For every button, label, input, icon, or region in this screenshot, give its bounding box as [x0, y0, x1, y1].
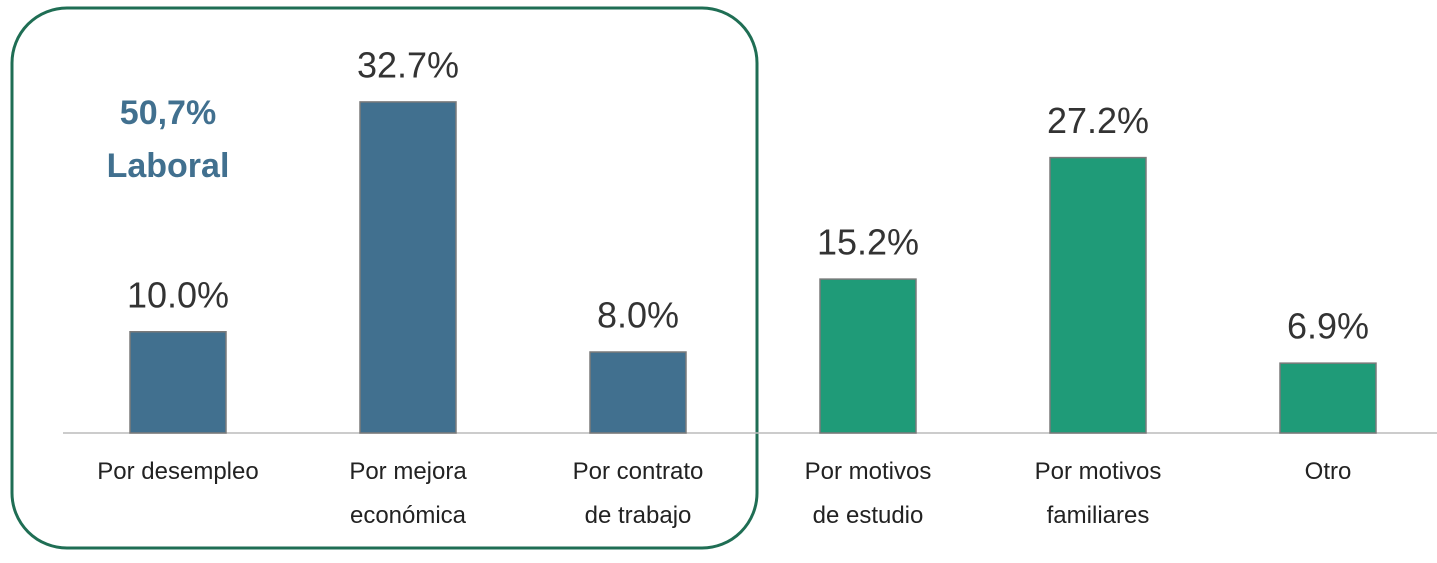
group-frame — [10, 6, 759, 550]
value-label: 15.2% — [817, 222, 919, 263]
x-tick-label: Por desempleo — [97, 458, 258, 485]
value-label: 6.9% — [1287, 306, 1369, 347]
x-tick-label-line: de estudio — [813, 502, 924, 529]
x-tick-label-line: de trabajo — [585, 502, 692, 529]
value-label: 32.7% — [357, 44, 459, 85]
bar — [819, 278, 917, 434]
x-tick-label-line: Por motivos — [1035, 458, 1162, 485]
bar — [359, 101, 457, 434]
value-label: 8.0% — [597, 295, 679, 336]
bar — [1049, 156, 1147, 434]
x-tick-label: Por contrato de trabajo — [573, 458, 704, 529]
x-tick-label-line: Por motivos — [805, 458, 932, 485]
x-tick-label-line: Por desempleo — [97, 458, 258, 485]
annotation: 50,7% — [120, 94, 216, 132]
value-label: 10.0% — [127, 274, 229, 315]
x-tick-label-line: económica — [350, 502, 467, 529]
bar — [589, 351, 687, 434]
x-tick-label: Otro — [1305, 458, 1352, 485]
x-tick-label-line: Otro — [1305, 458, 1352, 485]
x-tick-label-line: Por contrato — [573, 458, 704, 485]
x-tick-label-line: Por mejora — [349, 458, 467, 485]
bar — [129, 331, 227, 434]
annotation: Laboral — [107, 147, 230, 185]
value-label: 27.2% — [1047, 100, 1149, 141]
bar — [1279, 362, 1377, 434]
x-tick-label: Por mejora económica — [349, 458, 467, 529]
x-tick-label: Por motivos de estudio — [805, 458, 932, 529]
x-tick-label: Por motivos familiares — [1035, 458, 1162, 529]
x-tick-label-line: familiares — [1047, 502, 1150, 529]
